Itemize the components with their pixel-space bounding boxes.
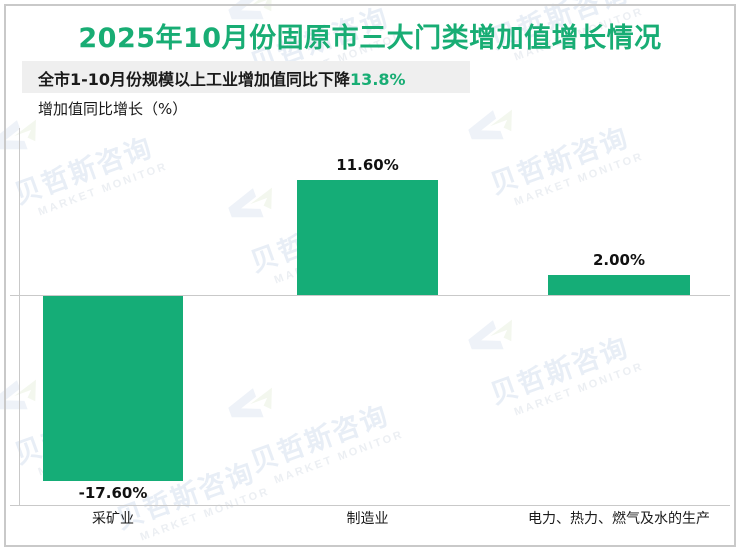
subtitle: 全市1-10月份规模以上工业增加值同比下降13.8% xyxy=(38,66,406,90)
watermark-logo-icon xyxy=(228,187,272,218)
x-axis-categories: 采矿业 制造业 电力、热力、燃气及水的生产 xyxy=(10,508,730,538)
bar-utilities[interactable] xyxy=(548,275,690,295)
category-label-utilities: 电力、热力、燃气及水的生产 xyxy=(528,511,710,527)
subtitle-highlight-value: 13.8% xyxy=(350,70,406,89)
bar-label-manufacturing: 11.60% xyxy=(336,156,399,174)
watermark-logo-icon xyxy=(228,387,272,418)
y-axis-line xyxy=(19,128,20,506)
watermark-logo-icon xyxy=(468,109,512,140)
zero-baseline xyxy=(10,295,730,296)
plot-area: -17.60% 11.60% 2.00% xyxy=(10,128,730,506)
bar-label-utilities: 2.00% xyxy=(592,251,646,269)
bar-mining[interactable] xyxy=(43,296,183,481)
y-axis-label: 增加值同比增长（%） xyxy=(38,100,188,118)
watermark-logo-icon xyxy=(0,119,36,150)
category-label-manufacturing: 制造业 xyxy=(346,511,389,527)
x-axis-line xyxy=(10,505,730,506)
subtitle-prefix: 全市1-10月份规模以上工业增加值同比下降 xyxy=(38,70,351,89)
subtitle-band xyxy=(22,61,470,93)
bar-manufacturing[interactable] xyxy=(297,180,438,295)
watermark-logo-icon xyxy=(0,379,36,410)
category-label-mining: 采矿业 xyxy=(92,511,134,527)
bar-label-mining: -17.60% xyxy=(78,484,148,502)
watermark-logo-icon xyxy=(468,319,512,350)
chart-title: 2025年10月份固原市三大门类增加值增长情况 xyxy=(78,23,662,54)
